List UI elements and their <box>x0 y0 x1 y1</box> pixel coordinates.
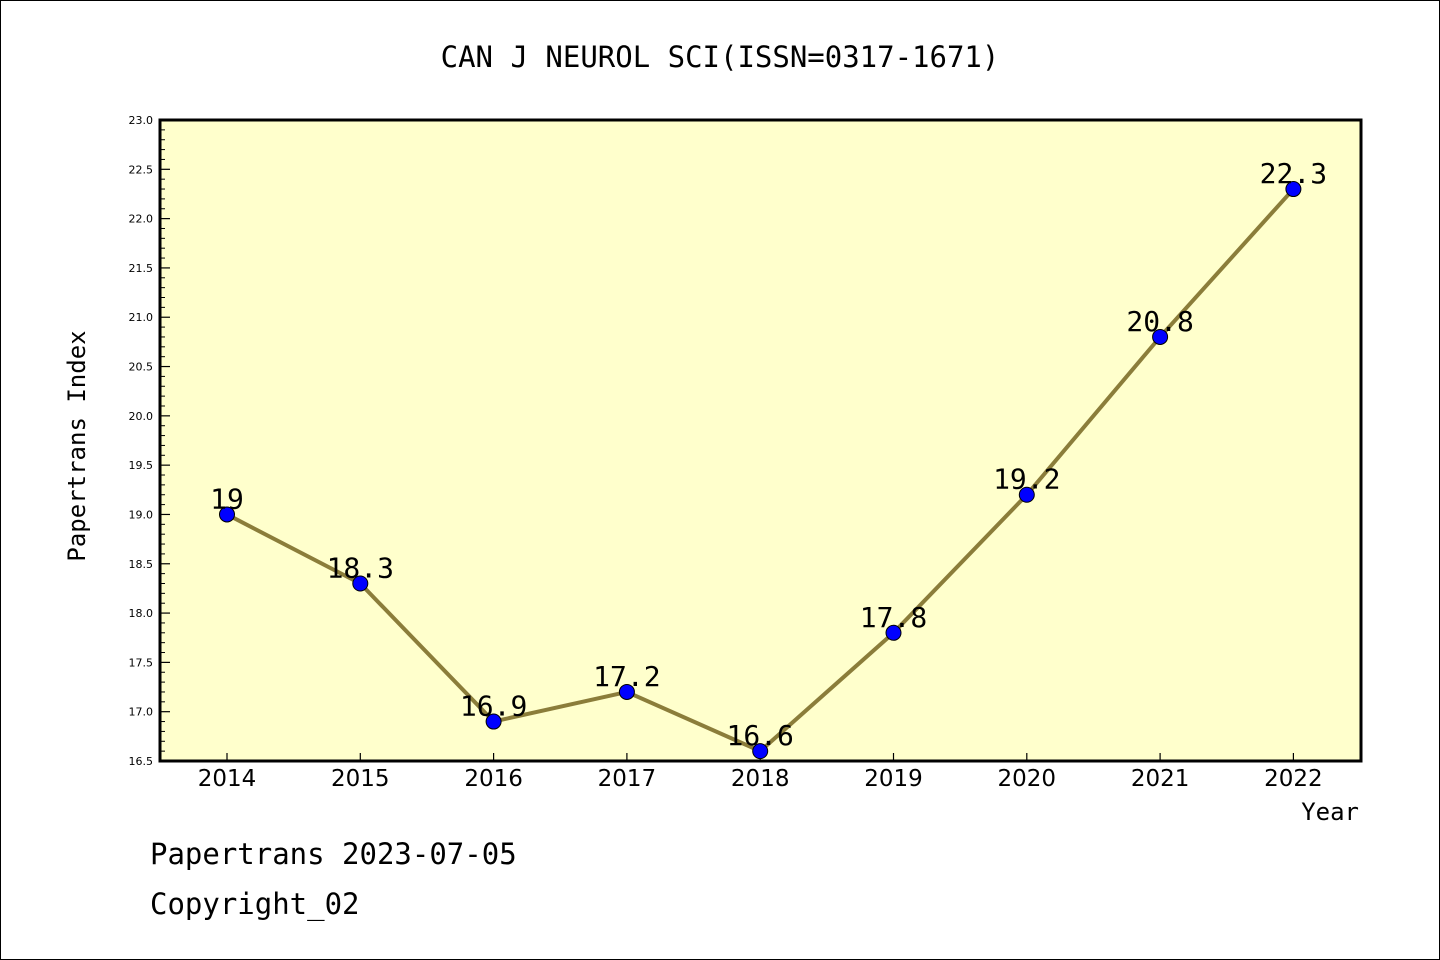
x-axis: 2014 2015 2016 2017 2018 2019 2020 2021 2022 <box>198 753 1323 792</box>
data-point <box>219 506 235 523</box>
y-tick-label: 21.0 <box>129 311 154 324</box>
y-tick-label: 20.5 <box>129 361 154 374</box>
data-point <box>1152 328 1169 345</box>
data-label: 16.6 <box>726 719 793 752</box>
y-tick-label: 23.0 <box>129 114 154 127</box>
footer-date: Papertrans 2023-07-05 <box>150 837 517 871</box>
data-point <box>885 624 902 641</box>
x-tick-label: 2022 <box>1264 766 1323 792</box>
x-tick-label: 2014 <box>198 766 257 792</box>
chart-title: CAN J NEUROL SCI(ISSN=0317-1671) <box>441 40 1000 74</box>
plot-area <box>158 118 1363 763</box>
series-markers <box>219 181 1302 760</box>
y-tick-label: 22.5 <box>129 163 154 176</box>
y-tick-label: 18.0 <box>129 607 154 620</box>
data-point <box>352 575 369 592</box>
x-tick-label: 2017 <box>598 766 657 792</box>
x-tick-label: 2018 <box>731 766 790 792</box>
y-tick-label: 19.5 <box>129 459 154 472</box>
data-labels: 19 18.3 16.9 17.2 16.6 17.8 19.2 20.8 22.3 <box>210 157 1327 752</box>
y-tick-label: 18.5 <box>129 558 154 571</box>
y-tick-label: 17.0 <box>129 706 154 719</box>
y-tick-label: 20.0 <box>129 410 154 423</box>
data-label: 17.2 <box>593 660 660 693</box>
data-point <box>1285 181 1302 198</box>
y-tick-label: 21.5 <box>129 262 154 275</box>
data-label: 18.3 <box>327 551 394 584</box>
y-tick-label: 22.0 <box>129 213 154 226</box>
data-label: 19 <box>210 482 244 515</box>
y-tick-label: 19.0 <box>129 508 154 521</box>
y-axis: 16.5 17.0 17.5 18.0 18.5 19.0 19.5 20.0 20.5 21.0… <box>129 114 170 768</box>
x-tick-label: 2019 <box>864 766 923 792</box>
data-point <box>1018 486 1035 503</box>
data-label: 20.8 <box>1126 305 1193 338</box>
x-tick-label: 2015 <box>331 766 390 792</box>
data-point <box>752 743 769 760</box>
data-label: 16.9 <box>460 690 527 723</box>
data-label: 19.2 <box>993 463 1060 496</box>
x-tick-label: 2020 <box>998 766 1057 792</box>
footer-copyright: Copyright_02 <box>150 887 360 922</box>
data-label: 17.8 <box>860 601 927 634</box>
data-label: 22.3 <box>1260 157 1327 190</box>
data-point <box>618 683 635 700</box>
y-axis-label: Papertrans Index <box>63 330 91 561</box>
x-axis-label: Year <box>1301 798 1359 826</box>
x-tick-label: 2016 <box>464 766 523 792</box>
y-tick-label: 16.5 <box>129 755 154 768</box>
x-tick-label: 2021 <box>1131 766 1190 792</box>
data-point <box>485 713 502 730</box>
y-tick-label: 17.5 <box>129 656 154 669</box>
